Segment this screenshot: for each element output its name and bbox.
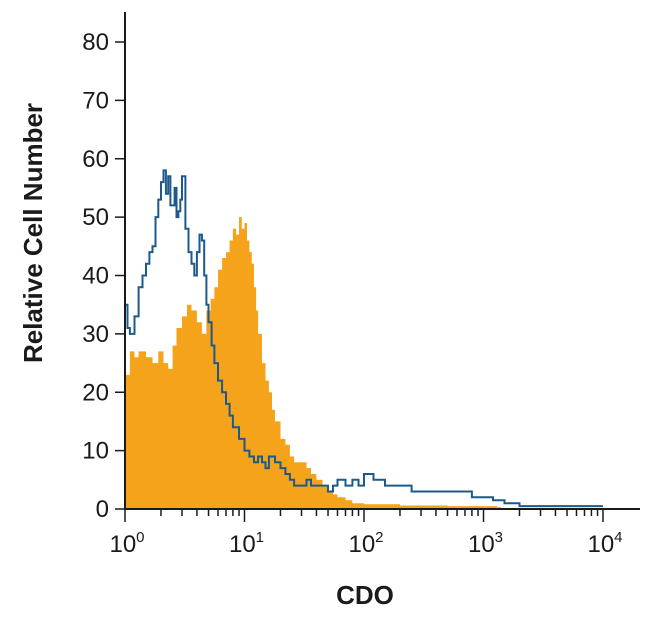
y-ticks: 0 10 20 30 40 50 60 70 80 [82,29,125,523]
y-tick-label: 80 [82,29,109,56]
y-tick-label: 30 [82,321,109,348]
y-tick-label: 20 [82,379,109,406]
y-tick-label: 60 [82,146,109,173]
x-tick-label: 103 [468,529,503,558]
plot-area [125,169,603,509]
y-tick-label: 10 [82,438,109,465]
x-tick-label: 101 [229,529,264,558]
x-tick-label: 104 [587,529,622,558]
series-filled-histogram [125,217,501,509]
x-axis: 100 101 102 103 104 [109,508,640,558]
x-ticks: 100 101 102 103 104 [109,509,623,558]
y-tick-label: 70 [82,87,109,114]
y-tick-label: 50 [82,204,109,231]
x-axis-title: CDO [336,580,394,610]
series-outline-histogram [125,169,603,508]
x-tick-label: 102 [348,529,383,558]
x-tick-label: 100 [109,529,144,558]
y-axis: 0 10 20 30 40 50 60 70 80 [82,12,126,523]
y-tick-label: 40 [82,263,109,290]
y-axis-title: Relative Cell Number [18,103,48,363]
y-tick-label: 0 [96,496,109,523]
